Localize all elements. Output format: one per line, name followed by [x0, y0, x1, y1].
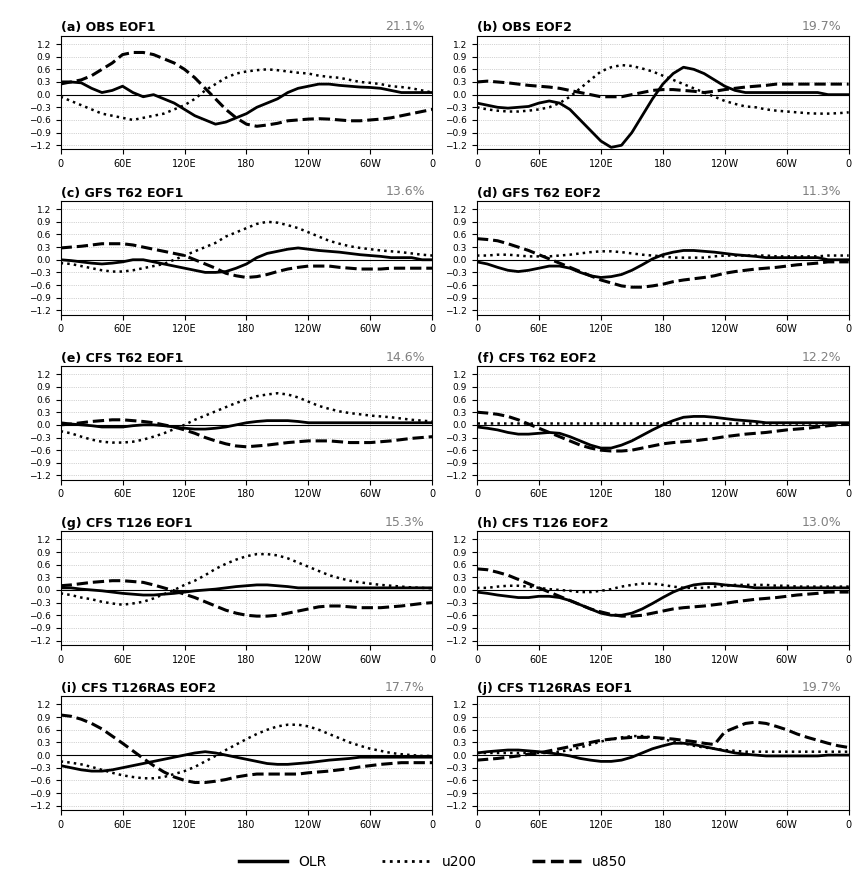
Text: (e) CFS T62 EOF1: (e) CFS T62 EOF1	[61, 352, 183, 365]
Text: (d) GFS T62 EOF2: (d) GFS T62 EOF2	[477, 187, 601, 199]
Text: 15.3%: 15.3%	[385, 515, 425, 529]
Text: 13.6%: 13.6%	[385, 185, 425, 198]
Text: (g) CFS T126 EOF1: (g) CFS T126 EOF1	[61, 517, 192, 530]
Text: 13.0%: 13.0%	[802, 515, 841, 529]
Text: 19.7%: 19.7%	[802, 681, 841, 694]
Text: 21.1%: 21.1%	[385, 20, 425, 33]
Text: (a) OBS EOF1: (a) OBS EOF1	[61, 21, 155, 35]
Text: 19.7%: 19.7%	[802, 20, 841, 33]
Text: (b) OBS EOF2: (b) OBS EOF2	[477, 21, 572, 35]
Text: (h) CFS T126 EOF2: (h) CFS T126 EOF2	[477, 517, 609, 530]
Text: 11.3%: 11.3%	[802, 185, 841, 198]
Text: 17.7%: 17.7%	[385, 681, 425, 694]
Legend: OLR, u200, u850: OLR, u200, u850	[233, 849, 633, 874]
Text: 14.6%: 14.6%	[385, 351, 425, 363]
Text: (i) CFS T126RAS EOF2: (i) CFS T126RAS EOF2	[61, 682, 216, 695]
Text: (j) CFS T126RAS EOF1: (j) CFS T126RAS EOF1	[477, 682, 632, 695]
Text: (f) CFS T62 EOF2: (f) CFS T62 EOF2	[477, 352, 597, 365]
Text: 12.2%: 12.2%	[802, 351, 841, 363]
Text: (c) GFS T62 EOF1: (c) GFS T62 EOF1	[61, 187, 183, 199]
